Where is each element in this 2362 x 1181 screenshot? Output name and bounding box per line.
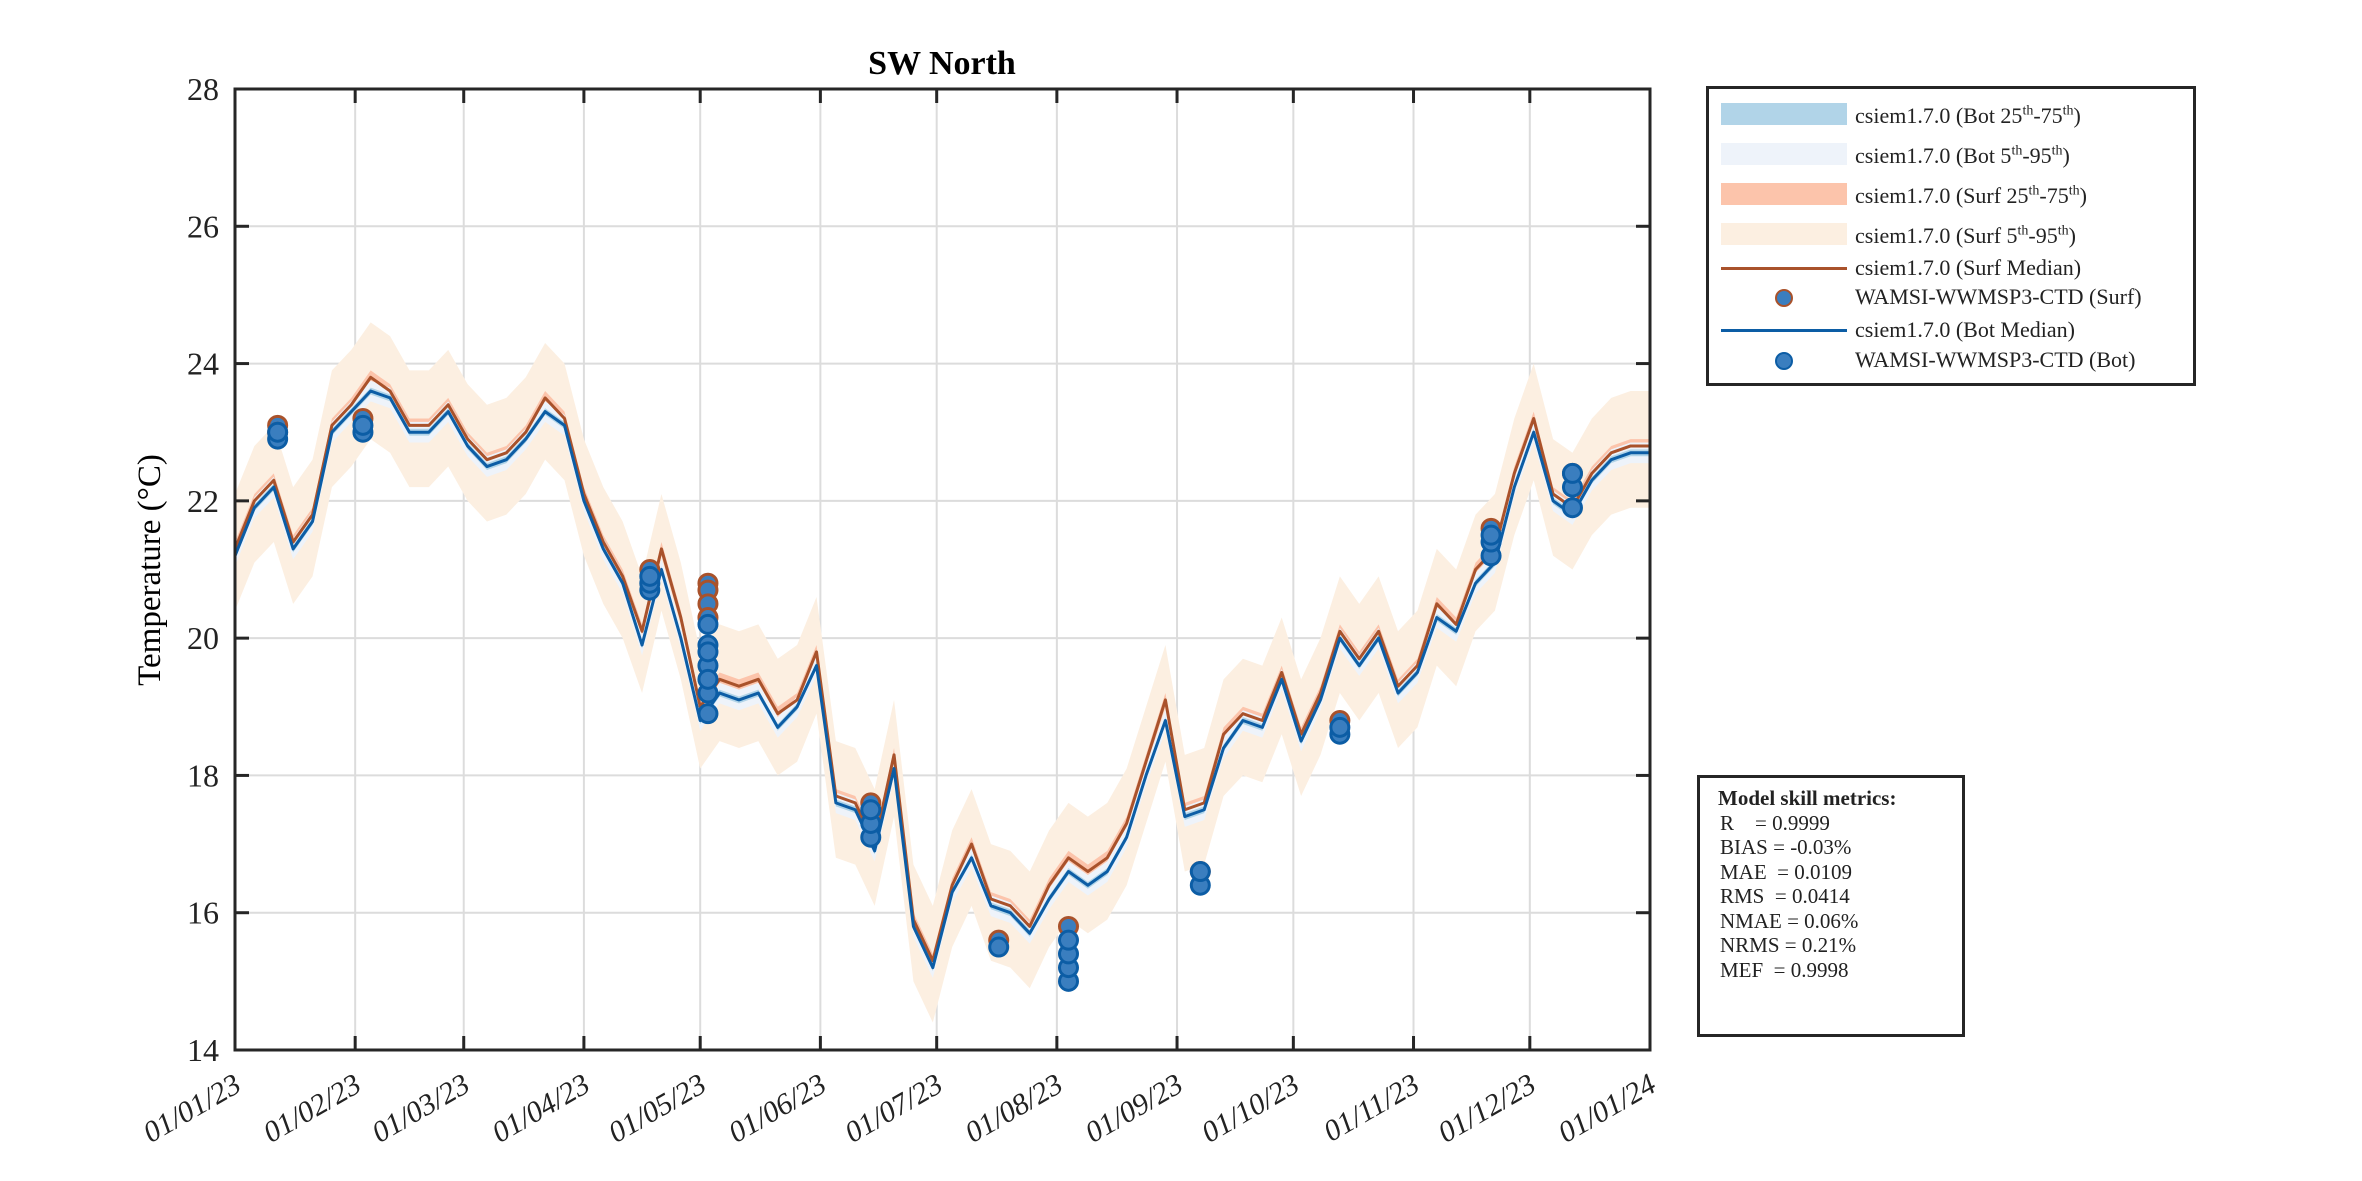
legend-item-bot-25-75: csiem1.7.0 (Bot 25th-75th) [1709, 97, 2193, 135]
x-tick-label: 01/02/23 [258, 1067, 367, 1149]
legend-label: csiem1.7.0 (Surf 5th-95th) [1855, 223, 2076, 248]
legend-swatch [1721, 223, 1847, 245]
x-tick-label: 01/01/24 [1553, 1067, 1662, 1149]
legend-line-swatch [1721, 329, 1847, 332]
observation-point [1561, 462, 1583, 484]
legend-item-surf-median: csiem1.7.0 (Surf Median) [1709, 249, 2193, 287]
percentile-band [235, 322, 1650, 1023]
legend-label: csiem1.7.0 (Bot 25th-75th) [1855, 103, 2081, 128]
observation-point [1057, 929, 1079, 951]
legend-label: csiem1.7.0 (Surf 25th-75th) [1855, 183, 2087, 208]
x-tick-label: 01/09/23 [1080, 1067, 1189, 1149]
x-tick-label: 01/05/23 [603, 1067, 712, 1149]
x-tick-label: 01/12/23 [1432, 1067, 1541, 1149]
x-tick-label: 01/04/23 [487, 1067, 596, 1149]
y-tick-label: 16 [187, 895, 219, 931]
observation-point [1561, 497, 1583, 519]
y-tick-label: 24 [187, 346, 219, 382]
metric-nmae: NMAE = 0.06% [1720, 908, 1859, 933]
x-tick-label: 01/08/23 [959, 1067, 1068, 1149]
observation-point [1329, 716, 1351, 738]
y-tick-label: 26 [187, 208, 219, 244]
legend-swatch [1721, 183, 1847, 205]
x-tick-label: 01/03/23 [366, 1067, 475, 1149]
observation-point [860, 799, 882, 821]
metric-mef: MEF = 0.9998 [1720, 957, 1849, 982]
median-line [233, 389, 1650, 970]
legend-label: csiem1.7.0 (Surf Median) [1855, 255, 2082, 280]
x-tick-label: 01/01/23 [138, 1067, 247, 1149]
metric-rms: RMS = 0.0414 [1720, 884, 1850, 908]
x-tick-label: 01/11/23 [1318, 1067, 1425, 1148]
legend-item-bot-5-95: csiem1.7.0 (Bot 5th-95th) [1709, 137, 2193, 175]
y-tick-label: 22 [187, 483, 219, 519]
x-tick-label: 01/07/23 [839, 1067, 948, 1149]
y-tick-label: 28 [187, 71, 219, 107]
metrics-title: Model skill metrics: [1718, 786, 1897, 810]
metric-r: R = 0.9999 [1720, 810, 1830, 835]
median-lines [233, 375, 1650, 970]
legend-label: WAMSI-WWMSP3-CTD (Bot) [1855, 347, 2136, 372]
x-tick-label: 01/06/23 [723, 1067, 832, 1149]
chart-title: SW North [868, 45, 1016, 82]
metric-nrms: NRMS = 0.21% [1720, 933, 1857, 957]
legend-item-obs-surf: WAMSI-WWMSP3-CTD (Surf) [1709, 280, 2193, 318]
model-skill-metrics: Model skill metrics: R = 0.9999 BIAS = -… [1697, 775, 1965, 1037]
legend-swatch [1721, 143, 1847, 165]
y-axis-label: Temperature (°C) [132, 454, 168, 686]
observation-point [697, 613, 719, 635]
legend-item-bot-median: csiem1.7.0 (Bot Median) [1709, 311, 2193, 349]
percentile-bands [235, 322, 1650, 1023]
median-line [233, 375, 1650, 963]
x-tick-label: 01/10/23 [1196, 1067, 1305, 1149]
legend-label: csiem1.7.0 (Bot 5th-95th) [1855, 143, 2070, 168]
metric-bias: BIAS = -0.03% [1720, 835, 1852, 859]
y-tick-label: 20 [187, 620, 219, 656]
legend: csiem1.7.0 (Bot 25th-75th) csiem1.7.0 (B… [1706, 86, 2196, 386]
legend-marker-swatch [1775, 352, 1793, 370]
legend-line-swatch [1721, 267, 1847, 270]
observation-point [988, 936, 1010, 958]
observation-point [639, 565, 661, 587]
legend-item-surf-5-95: csiem1.7.0 (Surf 5th-95th) [1709, 217, 2193, 255]
plot-frame [233, 87, 1652, 1052]
observation-markers [267, 407, 1583, 992]
legend-label: WAMSI-WWMSP3-CTD (Surf) [1855, 284, 2142, 309]
observation-point [1189, 861, 1211, 883]
observation-point [352, 414, 374, 436]
observation-point [1480, 524, 1502, 546]
y-tick-label: 18 [187, 757, 219, 793]
observation-point [697, 668, 719, 690]
observation-point [267, 421, 289, 443]
legend-item-surf-25-75: csiem1.7.0 (Surf 25th-75th) [1709, 177, 2193, 215]
legend-swatch [1721, 103, 1847, 125]
legend-marker-swatch [1775, 289, 1793, 307]
legend-item-obs-bot: WAMSI-WWMSP3-CTD (Bot) [1709, 343, 2193, 381]
y-tick-label: 14 [187, 1032, 219, 1068]
observation-point [697, 641, 719, 663]
observation-point [697, 703, 719, 725]
legend-label: csiem1.7.0 (Bot Median) [1855, 317, 2075, 342]
metric-mae: MAE = 0.0109 [1720, 859, 1853, 884]
